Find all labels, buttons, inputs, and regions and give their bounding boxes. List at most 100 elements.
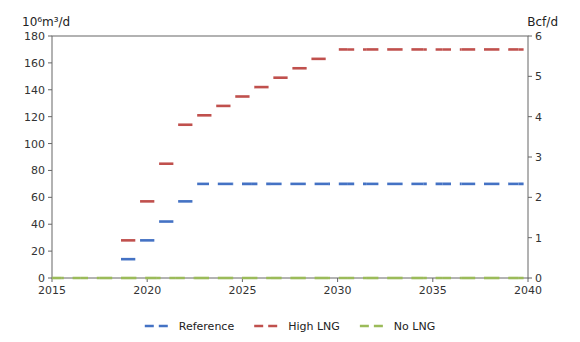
year-dash — [121, 258, 135, 261]
year-dash — [140, 200, 154, 203]
year-dash — [121, 239, 135, 242]
year-dash — [214, 277, 233, 280]
year-dash — [442, 183, 461, 186]
year-dash — [119, 277, 138, 280]
y-axis-label: 10⁶m³/d — [22, 15, 70, 29]
year-dash — [309, 183, 328, 186]
series-marks — [52, 49, 528, 278]
year-dash — [366, 48, 385, 51]
year-dash — [159, 220, 173, 223]
y2-tick — [528, 116, 532, 117]
legend-swatch — [360, 325, 388, 328]
x-tick-label: 2035 — [419, 284, 447, 297]
y2-tick — [528, 237, 532, 238]
y2-tick-label: 4 — [535, 111, 542, 124]
year-dash — [423, 277, 442, 280]
year-dash — [480, 183, 499, 186]
year-dash — [518, 277, 528, 280]
y2-tick-label: 0 — [535, 272, 542, 285]
y-tick — [48, 170, 52, 171]
year-dash — [159, 162, 173, 165]
year-dash — [235, 95, 249, 98]
year-dash — [385, 277, 404, 280]
y2-tick-label: 6 — [535, 30, 542, 43]
legend-swatch — [254, 325, 282, 328]
y-tick — [48, 62, 52, 63]
y-tick-label: 100 — [24, 138, 45, 151]
y-tick — [48, 116, 52, 117]
y-tick — [48, 197, 52, 198]
year-dash — [366, 183, 385, 186]
year-dash — [442, 277, 461, 280]
year-dash — [309, 277, 328, 280]
y2-tick — [528, 278, 532, 279]
plot-frame — [52, 36, 528, 278]
year-dash — [252, 277, 271, 280]
year-dash — [518, 48, 528, 51]
y2-tick — [528, 157, 532, 158]
y-tick-label: 160 — [24, 57, 45, 70]
year-dash — [461, 183, 480, 186]
year-dash — [385, 183, 404, 186]
y-tick-label: 120 — [24, 111, 45, 124]
y2-tick — [528, 36, 532, 37]
year-dash — [347, 277, 366, 280]
y-tick — [48, 251, 52, 252]
year-dash — [423, 183, 442, 186]
year-dash — [290, 183, 309, 186]
y-tick — [48, 89, 52, 90]
year-dash — [404, 277, 423, 280]
legend-label: High LNG — [288, 320, 340, 333]
y-tick — [48, 143, 52, 144]
year-dash — [214, 183, 233, 186]
year-dash — [271, 183, 290, 186]
year-dash — [385, 48, 404, 51]
year-dash — [328, 277, 347, 280]
year-dash — [480, 48, 499, 51]
series — [121, 184, 528, 259]
y2-tick-label: 3 — [535, 151, 542, 164]
y-tick — [48, 224, 52, 225]
x-tick — [432, 278, 433, 282]
year-dash — [157, 277, 176, 280]
year-dash — [138, 277, 157, 280]
year-dash — [328, 183, 347, 186]
year-dash — [140, 239, 154, 242]
year-dash — [499, 48, 518, 51]
year-dash — [52, 277, 62, 280]
year-dash — [100, 277, 119, 280]
y2-axis-label: Bcf/d — [527, 15, 558, 29]
x-tick-label: 2015 — [38, 284, 66, 297]
series — [121, 49, 528, 240]
series — [52, 278, 528, 279]
y-tick — [48, 36, 52, 37]
year-dash — [518, 183, 528, 186]
year-dash — [271, 277, 290, 280]
year-dash — [404, 183, 423, 186]
year-dash — [216, 105, 230, 108]
y-tick-label: 140 — [24, 84, 45, 97]
year-dash — [233, 277, 252, 280]
year-dash — [330, 48, 347, 51]
y-tick-label: 20 — [31, 245, 45, 258]
year-dash — [423, 48, 442, 51]
year-dash — [62, 277, 81, 280]
year-dash — [233, 183, 252, 186]
x-tick-label: 2030 — [324, 284, 352, 297]
x-tick — [337, 278, 338, 282]
year-dash — [292, 67, 306, 70]
year-dash — [290, 277, 309, 280]
year-dash — [197, 183, 214, 186]
year-dash — [480, 277, 499, 280]
x-tick-label: 2025 — [228, 284, 256, 297]
y-tick-label: 40 — [31, 218, 45, 231]
year-dash — [178, 200, 192, 203]
year-dash — [311, 58, 325, 61]
chart: 2015202020252030203520400204060801001201… — [0, 0, 580, 342]
y-tick — [48, 278, 52, 279]
year-dash — [81, 277, 100, 280]
year-dash — [461, 48, 480, 51]
y-tick-label: 80 — [31, 164, 45, 177]
year-dash — [195, 277, 214, 280]
legend-label: No LNG — [394, 320, 435, 333]
